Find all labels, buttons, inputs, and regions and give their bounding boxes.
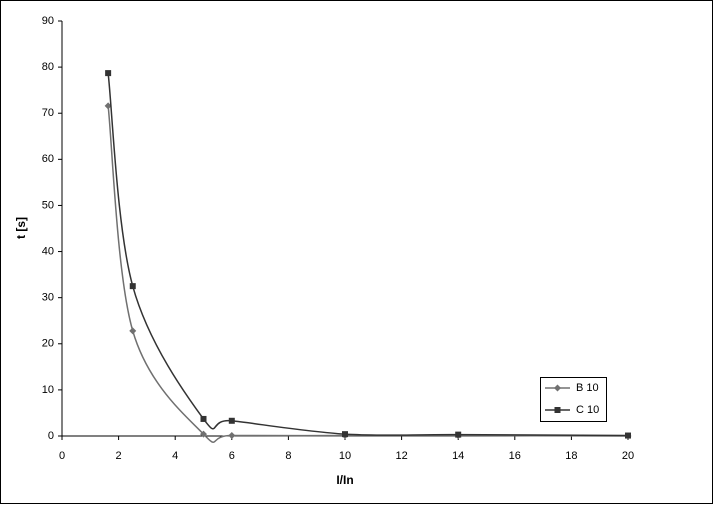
marker [228, 417, 235, 424]
x-tick-label: 20 [622, 450, 634, 462]
legend-box [540, 377, 607, 422]
marker [104, 102, 112, 110]
marker [129, 327, 137, 335]
y-tick-label: 10 [42, 384, 54, 396]
y-tick-label: 20 [42, 338, 54, 350]
y-tick-label: 0 [48, 430, 54, 442]
marker [342, 431, 348, 438]
legend-label: B 10 [576, 382, 599, 394]
marker [200, 415, 207, 422]
marker [554, 384, 561, 392]
x-tick-label: 18 [565, 450, 577, 462]
marker [625, 432, 631, 439]
y-tick-label: 50 [42, 199, 54, 211]
marker [200, 430, 207, 438]
x-tick-label: 12 [395, 450, 407, 462]
marker [554, 407, 561, 413]
x-tick-label: 0 [59, 450, 65, 462]
marker [105, 70, 112, 77]
y-tick-label: 30 [42, 292, 54, 304]
y-tick-label: 70 [42, 107, 54, 119]
x-tick-label: 10 [339, 450, 351, 462]
legend-label: C 10 [576, 404, 599, 416]
x-tick-label: 4 [172, 450, 178, 462]
y-tick-label: 40 [42, 245, 54, 257]
y-axis-title: t [s] [14, 217, 28, 239]
x-axis-title: I/In [336, 473, 353, 487]
x-tick-label: 6 [229, 450, 235, 462]
marker [455, 431, 462, 438]
x-tick-label: 16 [509, 450, 521, 462]
x-tick-label: 8 [285, 450, 291, 462]
y-tick-label: 90 [42, 15, 54, 27]
marker [129, 283, 136, 290]
y-tick-label: 60 [42, 153, 54, 165]
x-tick-label: 2 [116, 450, 122, 462]
y-tick-label: 80 [42, 61, 54, 73]
x-tick-label: 14 [452, 450, 464, 462]
marker [228, 432, 236, 440]
